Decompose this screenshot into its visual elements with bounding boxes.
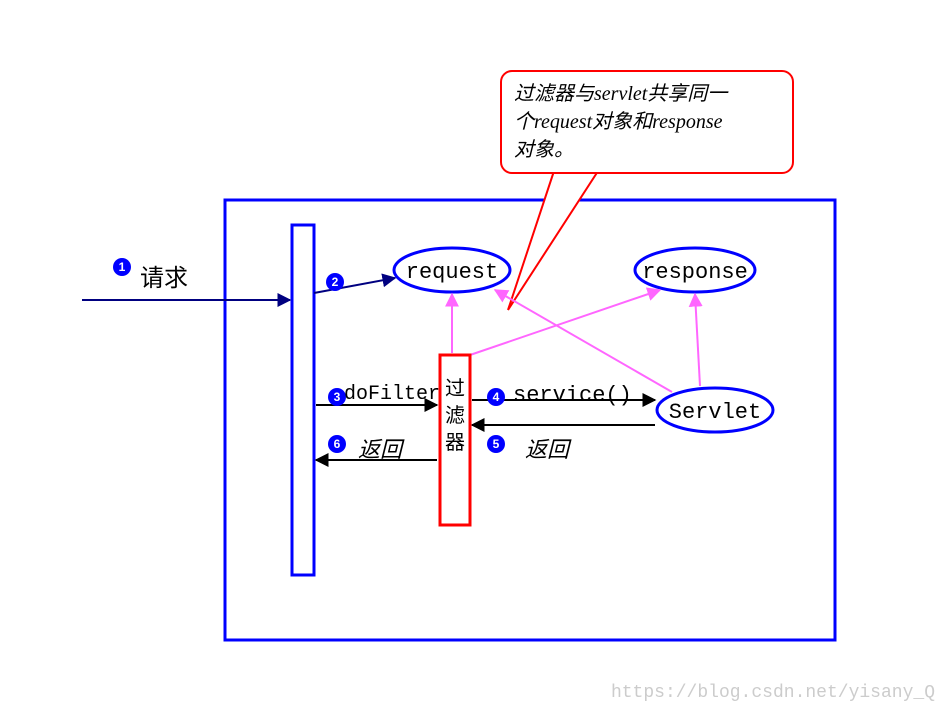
- servlet-label: Servlet: [669, 400, 761, 425]
- request-label: request: [406, 260, 498, 285]
- watermark: https://blog.csdn.net/yisany_Q: [611, 683, 935, 703]
- label-dofilter: doFilter: [344, 383, 440, 406]
- edge-filter-to-response: [470, 290, 660, 355]
- left-bar: [292, 225, 314, 575]
- badge-5: 5: [487, 435, 505, 453]
- edge-servlet-to-request: [495, 290, 672, 392]
- filter-char-1: 过: [445, 377, 465, 400]
- callout-line2: 个request对象和response: [514, 111, 723, 133]
- callout-line1: 过滤器与servlet共享同一: [514, 83, 727, 105]
- callout-line3: 对象。: [514, 139, 574, 161]
- badge-2: 2: [326, 273, 344, 291]
- badge-4: 4: [487, 388, 505, 406]
- callout-box: 过滤器与servlet共享同一 个request对象和response 对象。: [500, 70, 794, 174]
- label-service: service(): [513, 383, 632, 408]
- label-return5: 返回: [525, 432, 569, 464]
- badge-6: 6: [328, 435, 346, 453]
- response-label: response: [642, 260, 748, 285]
- edge-servlet-to-response: [695, 294, 700, 386]
- badge-1: 1: [113, 258, 131, 276]
- filter-char-3: 器: [445, 432, 465, 454]
- filter-char-2: 滤: [445, 404, 465, 427]
- callout-tail: [508, 168, 600, 310]
- label-return6: 返回: [358, 432, 402, 464]
- label-request: 请求: [140, 258, 188, 293]
- diagram-svg: request response Servlet 过 滤 器: [0, 0, 947, 709]
